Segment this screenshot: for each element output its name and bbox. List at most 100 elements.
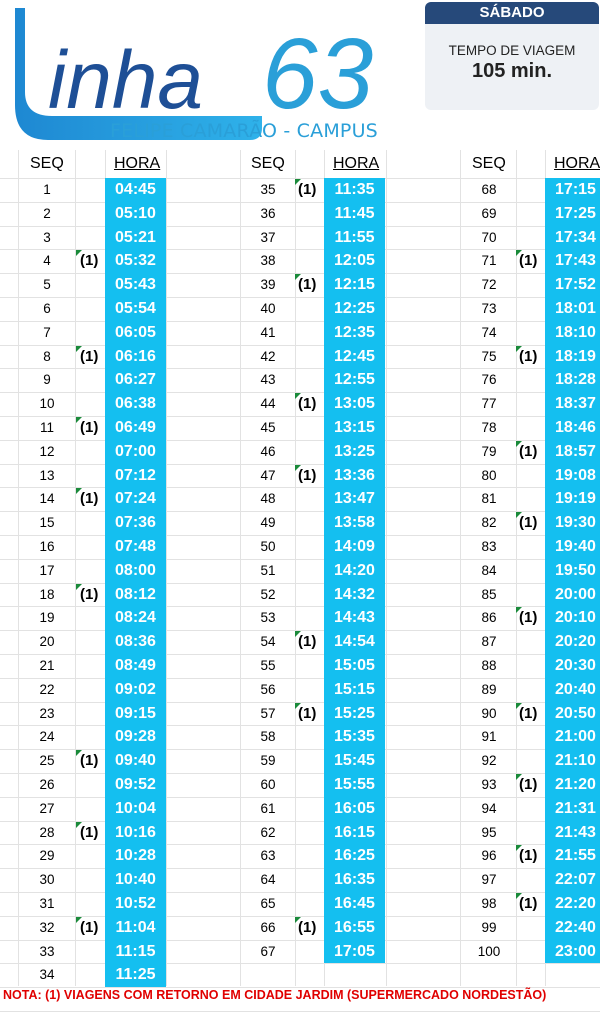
departure-time: 07:48 bbox=[115, 538, 156, 555]
departure-time: 13:58 bbox=[334, 514, 375, 532]
grid-line bbox=[0, 582, 600, 584]
seq-number: 28 bbox=[39, 824, 55, 840]
seq-number: 37 bbox=[260, 229, 276, 245]
seq-number: 9 bbox=[43, 372, 51, 388]
departure-time: 20:20 bbox=[555, 633, 596, 651]
return-flag: (1) bbox=[298, 918, 317, 936]
departure-time: 17:05 bbox=[334, 942, 375, 960]
departure-time: 20:00 bbox=[555, 585, 596, 603]
seq-number: 84 bbox=[481, 562, 497, 578]
comment-marker-icon bbox=[76, 583, 82, 590]
departure-time: 15:05 bbox=[334, 657, 375, 674]
grid-line bbox=[0, 487, 600, 489]
travel-time-label: TEMPO DE VIAGEM bbox=[448, 43, 576, 58]
seq-number: 64 bbox=[260, 872, 276, 888]
seq-number: 39 bbox=[260, 277, 276, 293]
return-flag: (1) bbox=[519, 776, 538, 793]
comment-marker-icon bbox=[516, 607, 522, 614]
seq-number: 69 bbox=[481, 205, 497, 221]
seq-number: 49 bbox=[260, 515, 276, 531]
departure-time: 14:54 bbox=[334, 633, 375, 651]
grid-line bbox=[0, 820, 600, 822]
grid-line bbox=[0, 463, 600, 465]
departure-time: 12:55 bbox=[334, 371, 375, 389]
seq-number: 79 bbox=[481, 443, 497, 459]
departure-time: 15:45 bbox=[334, 752, 375, 770]
day-label: SÁBADO bbox=[425, 2, 599, 24]
departure-time: 18:28 bbox=[555, 371, 596, 389]
departure-time: 21:31 bbox=[555, 799, 596, 817]
time-header: HORA bbox=[333, 155, 380, 172]
departure-time: 13:15 bbox=[334, 419, 375, 436]
seq-number: 43 bbox=[260, 372, 276, 388]
seq-number: 97 bbox=[481, 872, 497, 888]
return-flag: (1) bbox=[80, 585, 99, 603]
seq-number: 82 bbox=[481, 515, 497, 531]
departure-time: 15:25 bbox=[334, 704, 375, 722]
return-flag: (1) bbox=[80, 823, 99, 841]
return-flag: (1) bbox=[298, 181, 317, 198]
seq-number: 38 bbox=[260, 253, 276, 269]
grid-line bbox=[0, 630, 600, 632]
departure-time: 13:36 bbox=[334, 466, 375, 484]
grid-line bbox=[460, 150, 461, 986]
return-flag: (1) bbox=[80, 252, 99, 270]
return-flag: (1) bbox=[298, 276, 317, 294]
departure-time: 07:12 bbox=[115, 466, 156, 484]
grid-line bbox=[0, 416, 600, 417]
departure-time: 15:55 bbox=[334, 776, 375, 793]
departure-time: 04:45 bbox=[115, 181, 156, 198]
departure-time: 17:15 bbox=[555, 181, 596, 198]
comment-marker-icon bbox=[295, 464, 301, 471]
departure-time: 08:00 bbox=[115, 561, 156, 579]
seq-number: 61 bbox=[260, 800, 276, 816]
seq-number: 19 bbox=[39, 610, 55, 626]
comment-marker-icon bbox=[76, 821, 82, 828]
comment-marker-icon bbox=[76, 250, 82, 257]
seq-number: 14 bbox=[39, 491, 55, 507]
seq-number: 55 bbox=[260, 658, 276, 673]
grid-line bbox=[0, 654, 600, 655]
departure-time: 16:05 bbox=[334, 799, 375, 817]
departure-time: 07:24 bbox=[115, 490, 156, 508]
departure-time: 08:24 bbox=[115, 609, 156, 627]
departure-time: 16:25 bbox=[334, 847, 375, 865]
seq-header: SEQ bbox=[472, 155, 506, 172]
departure-time: 12:15 bbox=[334, 276, 375, 294]
grid-line bbox=[75, 150, 76, 986]
departure-time: 12:05 bbox=[334, 252, 375, 270]
seq-number: 80 bbox=[481, 467, 497, 483]
departure-time: 13:05 bbox=[334, 395, 375, 413]
grid-line bbox=[0, 915, 600, 917]
grid-line bbox=[0, 606, 600, 608]
comment-marker-icon bbox=[295, 179, 301, 185]
return-flag: (1) bbox=[298, 466, 317, 484]
seq-number: 46 bbox=[260, 443, 276, 459]
grid-line bbox=[0, 844, 600, 846]
seq-number: 18 bbox=[39, 586, 55, 602]
grid-line bbox=[0, 273, 600, 275]
grid-line bbox=[0, 178, 600, 179]
return-flag: (1) bbox=[298, 395, 317, 413]
departure-time: 05:32 bbox=[115, 252, 156, 270]
seq-number: 66 bbox=[260, 919, 276, 935]
seq-number: 67 bbox=[260, 943, 276, 959]
departure-time: 21:43 bbox=[555, 823, 596, 841]
seq-number: 53 bbox=[260, 610, 276, 626]
grid-line bbox=[0, 558, 600, 560]
seq-number: 1 bbox=[43, 182, 51, 197]
seq-number: 59 bbox=[260, 753, 276, 769]
header: inha 63 FELIPE CAMARÃO - CAMPUS SÁBADO T… bbox=[0, 0, 600, 150]
return-flag: (1) bbox=[298, 633, 317, 651]
seq-number: 44 bbox=[260, 396, 276, 412]
seq-number: 86 bbox=[481, 610, 497, 626]
seq-number: 13 bbox=[39, 467, 55, 483]
seq-number: 2 bbox=[43, 205, 51, 221]
seq-number: 45 bbox=[260, 420, 276, 435]
departure-time: 11:35 bbox=[334, 181, 375, 198]
departure-time: 14:20 bbox=[334, 561, 375, 579]
grid-line bbox=[166, 150, 167, 986]
seq-number: 12 bbox=[39, 443, 55, 459]
seq-number: 31 bbox=[39, 896, 55, 911]
grid-line bbox=[0, 249, 600, 251]
